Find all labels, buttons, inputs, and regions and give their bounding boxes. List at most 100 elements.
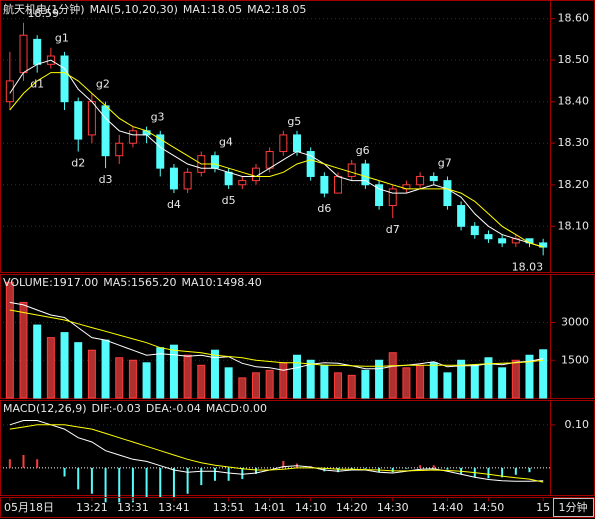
trough-label: d5 [222, 194, 236, 207]
panel-header: DEA:-0.04 [146, 402, 201, 415]
volume-bar [169, 344, 178, 399]
volume-bar [306, 359, 315, 399]
volume-bar [210, 349, 219, 399]
x-tick-label: 14:01 [254, 501, 286, 514]
y-tick-label: 18.20 [558, 178, 590, 191]
volume-bar [293, 354, 302, 399]
volume-bar [74, 342, 83, 399]
volume-bar [33, 324, 42, 399]
trough-label: d7 [386, 223, 400, 236]
peak-label: g1 [55, 32, 69, 45]
volume-bar [156, 347, 165, 399]
period-box [553, 498, 594, 517]
candle-body [306, 151, 315, 177]
volume-bar [375, 359, 384, 399]
volume-bar [334, 372, 343, 399]
volume-bar [60, 332, 69, 399]
panel-header: MACD(12,26,9) [3, 402, 87, 415]
x-tick-label: 14:50 [473, 501, 505, 514]
candle-body [115, 142, 124, 157]
candle-body [101, 105, 110, 157]
volume-bar [361, 369, 370, 399]
candle-body [416, 175, 425, 186]
peak-label: g6 [356, 144, 370, 157]
candle-body [87, 101, 96, 136]
volume-bar [525, 354, 534, 399]
volume-bar [484, 357, 493, 399]
y-tick-label: 18.60 [558, 12, 590, 25]
candle-body [375, 184, 384, 207]
volume-bar [511, 359, 520, 399]
candle-body [320, 175, 329, 194]
y-tick-label: 18.50 [558, 53, 590, 66]
panel-header: MA2:18.05 [247, 3, 306, 16]
x-tick-label: 13:21 [76, 501, 108, 514]
volume-bar [87, 349, 96, 399]
volume-bar [539, 349, 548, 399]
volume-bar [224, 367, 233, 399]
x-tick-label: 05月18日 [4, 501, 54, 514]
x-tick-label: 14:30 [377, 501, 409, 514]
x-tick-label: 14:20 [336, 501, 368, 514]
y-tick-label: 3000 [561, 316, 589, 329]
candle-body [498, 238, 507, 244]
candle-body [470, 225, 479, 236]
candle-body [429, 175, 438, 182]
candle-body [128, 130, 137, 144]
candle-body [251, 167, 260, 182]
peak-label: g4 [219, 136, 233, 149]
volume-bar [279, 362, 288, 399]
candle-body [169, 167, 178, 190]
x-tick-label: 13:51 [213, 501, 245, 514]
x-tick-label: 13:31 [117, 501, 149, 514]
candle-body [238, 180, 247, 186]
candle-body [388, 188, 397, 207]
candle-body [224, 171, 233, 186]
candle-body [74, 101, 83, 140]
y-tick-label: 18.30 [558, 136, 590, 149]
candle-body [183, 171, 192, 190]
candle-body [457, 205, 466, 227]
candle-body [347, 163, 356, 177]
volume-bar [416, 364, 425, 399]
volume-bar [457, 359, 466, 399]
peak-label: 18.59 [28, 7, 60, 20]
y-tick-label: 0.10 [565, 418, 590, 431]
volume-bar [320, 364, 329, 399]
volume-bar [429, 362, 438, 399]
panel-header: VOLUME:1917.00 [3, 276, 98, 289]
x-tick-label: 14:10 [295, 501, 327, 514]
candle-body [443, 180, 452, 207]
volume-ma-line [9, 301, 544, 371]
volume-bar [115, 357, 124, 399]
peak-label: g3 [151, 111, 165, 124]
candle-body [60, 55, 69, 103]
volume-ma-line [9, 309, 544, 367]
candle-body [33, 38, 42, 65]
x-tick-label: 15 [536, 501, 550, 514]
panel-header: MACD:0.00 [206, 402, 267, 415]
candle-body [19, 34, 28, 74]
volume-bar [498, 367, 507, 399]
y-tick-label: 1500 [561, 353, 589, 366]
volume-bar [19, 301, 28, 399]
volume-bar [265, 369, 274, 399]
volume-bar [443, 372, 452, 399]
y-tick-label: 18.40 [558, 95, 590, 108]
macd-line [9, 424, 544, 483]
ma-line [9, 59, 544, 248]
candle-body [361, 163, 370, 186]
x-tick-label: 14:40 [432, 501, 464, 514]
ma-line [9, 72, 544, 248]
trough-label: d6 [317, 202, 331, 215]
volume-bar [402, 367, 411, 399]
trough-label: d4 [167, 198, 181, 211]
volume-bar [46, 337, 55, 399]
trough-label: d2 [71, 157, 85, 170]
candle-body [484, 234, 493, 240]
y-tick-label: 18.10 [558, 219, 590, 232]
volume-bar [5, 281, 14, 399]
panel-header: MAI(5,10,20,30) [90, 3, 178, 16]
